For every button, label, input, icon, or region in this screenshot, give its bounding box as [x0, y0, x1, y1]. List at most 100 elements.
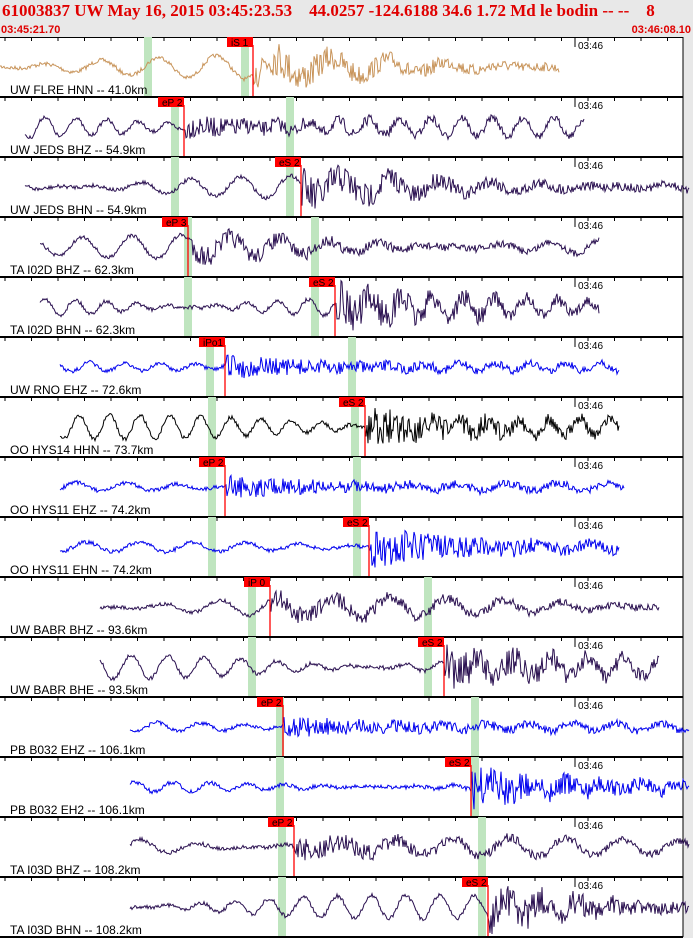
waveform — [59, 354, 620, 379]
trace-panel[interactable]: 03:46 eS 2 TA I02D BHN -- 62.3km — [0, 276, 684, 337]
pick-flag[interactable] — [275, 157, 301, 167]
phase-window — [286, 157, 294, 217]
pick-label: eS 2 — [422, 638, 443, 649]
pick-flag[interactable] — [199, 337, 225, 347]
time-tick-label: 03:46 — [578, 401, 603, 412]
end-time: 03:46:08.10 — [631, 24, 691, 36]
waveform — [59, 529, 620, 568]
pick-flag[interactable] — [257, 697, 283, 707]
trace-panel[interactable]: 03:46 eP 2 PB B032 EHZ -- 106.1km — [0, 696, 690, 757]
channel-label: TA I03D BHN -- 108.2km — [10, 923, 142, 937]
channel-label: OO HYS11 EHZ -- 74.2km — [10, 503, 150, 517]
channel-label: PB B032 EHZ -- 106.1km — [10, 743, 145, 757]
time-tick-label: 03:46 — [578, 281, 603, 292]
time-tick-label: 03:46 — [578, 821, 603, 832]
waveform — [59, 408, 620, 444]
pick-label: eP 3 — [166, 218, 187, 229]
pick-label: eS 2 — [449, 758, 470, 769]
channel-label: TA I02D BHN -- 62.3km — [10, 323, 135, 337]
channel-label: UW JEDS BHN -- 54.9km — [10, 203, 147, 217]
phase-window — [184, 277, 192, 337]
trace-panel[interactable]: 03:46 eP 3 TA I02D BHZ -- 62.3km — [0, 216, 684, 277]
pick-label: eS 2 — [343, 398, 364, 409]
phase-window — [424, 577, 432, 637]
phase-window — [208, 397, 216, 457]
channel-label: OO HYS14 HHN -- 73.7km — [10, 443, 153, 457]
pick-flag[interactable] — [418, 637, 444, 647]
trace-panel[interactable]: 03:46 eS 2 UW BABR BHE -- 93.5km — [0, 636, 684, 697]
pick-flag[interactable] — [462, 877, 488, 887]
pick-label: eP 2 — [162, 98, 183, 109]
pick-flag[interactable] — [268, 817, 294, 827]
channel-label: UW RNO EHZ -- 72.6km — [10, 383, 141, 397]
trace-panel[interactable]: 03:46 eS 2 UW JEDS BHN -- 54.9km — [0, 156, 690, 217]
pick-flag[interactable] — [445, 757, 471, 767]
waveform — [0, 44, 560, 88]
phase-window — [351, 397, 359, 457]
waveform — [99, 589, 660, 624]
pick-flag[interactable] — [227, 37, 253, 47]
time-tick-label: 03:46 — [578, 581, 603, 592]
pick-label: eS 2 — [466, 878, 487, 889]
phase-window — [248, 637, 256, 697]
channel-label: UW BABR BHE -- 93.5km — [10, 683, 148, 697]
pick-label: eP 2 — [261, 698, 282, 709]
pick-label: iS 1 — [231, 38, 249, 49]
time-tick-label: 03:46 — [578, 701, 603, 712]
pick-flag[interactable] — [199, 457, 225, 467]
pick-flag[interactable] — [343, 517, 369, 527]
trace-panel[interactable]: 03:46 eP 2 TA I03D BHZ -- 108.2km — [0, 816, 690, 877]
time-tick-label: 03:46 — [578, 341, 603, 352]
phase-window — [286, 97, 294, 157]
seismogram-panels: 03:46 iS 1 UW FLRE HNN -- 41.0km 03:46 eP 2 U… — [0, 37, 693, 938]
pick-flag[interactable] — [339, 397, 365, 407]
event-title: 61003837 UW May 16, 2015 03:45:23.53 44.… — [2, 1, 655, 20]
waveform — [24, 113, 585, 141]
time-tick-label: 03:46 — [578, 41, 603, 52]
phase-window — [144, 37, 152, 97]
phase-window — [208, 517, 216, 577]
phase-window — [206, 337, 214, 397]
waveform — [39, 279, 600, 331]
waveform — [129, 886, 690, 935]
phase-window — [171, 157, 179, 217]
pick-flag[interactable] — [244, 577, 270, 587]
trace-panel[interactable]: 03:46 eS 2 PB B032 EH2 -- 106.1km — [0, 756, 690, 817]
trace-panel[interactable]: 03:46 eS 2 TA I03D BHN -- 108.2km — [0, 876, 690, 937]
pick-flag[interactable] — [158, 97, 184, 107]
time-tick-label: 03:46 — [578, 641, 603, 652]
phase-window — [248, 577, 256, 637]
channel-label: TA I03D BHZ -- 108.2km — [10, 863, 140, 877]
pick-flag[interactable] — [309, 277, 335, 287]
pick-flag[interactable] — [162, 217, 188, 227]
phase-window — [208, 457, 216, 517]
waveform — [129, 833, 690, 862]
time-tick-label: 03:46 — [578, 761, 603, 772]
channel-label: UW FLRE HNN -- 41.0km — [10, 83, 147, 97]
trace-panel[interactable]: 03:46 iP 0 UW BABR BHZ -- 93.6km — [0, 576, 684, 637]
trace-panel[interactable]: 03:46 eP 2 OO HYS11 EHZ -- 74.2km — [0, 456, 684, 517]
pick-label: eP 2 — [203, 458, 224, 469]
trace-panel[interactable]: 03:46 eS 2 OO HYS14 HHN -- 73.7km — [0, 396, 684, 457]
channel-label: UW BABR BHZ -- 93.6km — [10, 623, 147, 637]
pick-label: eS 2 — [347, 518, 368, 529]
trace-panel[interactable]: 03:46 eS 2 OO HYS11 EHN -- 74.2km — [0, 516, 684, 577]
trace-panel[interactable]: 03:46 iS 1 UW FLRE HNN -- 41.0km — [0, 37, 684, 97]
phase-window — [241, 37, 249, 97]
phase-window — [278, 877, 286, 937]
trace-panel[interactable]: 03:46 eP 2 UW JEDS BHZ -- 54.9km — [0, 96, 684, 157]
start-time: 03:45:21.70 — [1, 24, 61, 36]
waveform — [129, 717, 690, 738]
phase-window — [424, 637, 432, 697]
channel-label: TA I02D BHZ -- 62.3km — [10, 263, 134, 277]
channel-label: UW JEDS BHZ -- 54.9km — [10, 143, 145, 157]
time-tick-label: 03:46 — [578, 461, 603, 472]
pick-label: eP 2 — [272, 818, 293, 829]
phase-window — [478, 817, 486, 877]
pick-label: iP 0 — [248, 578, 265, 589]
time-tick-label: 03:46 — [578, 161, 603, 172]
pick-label: eS 2 — [313, 278, 334, 289]
time-tick-label: 03:46 — [578, 521, 603, 532]
time-tick-label: 03:46 — [578, 881, 603, 892]
trace-panel[interactable]: 03:46 iPo1 UW RNO EHZ -- 72.6km — [0, 336, 684, 397]
